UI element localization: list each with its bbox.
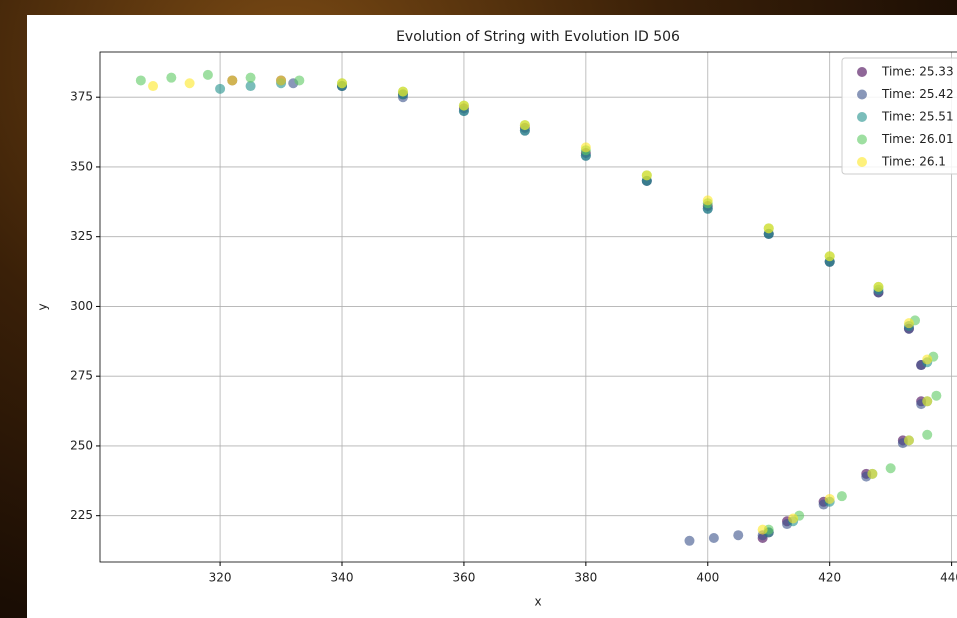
point — [519, 120, 530, 131]
y-tick-label: 225 — [70, 508, 93, 522]
x-tick-label: 360 — [452, 571, 475, 585]
y-tick-label: 250 — [70, 438, 93, 452]
point — [148, 81, 159, 92]
point — [931, 390, 942, 401]
legend-box — [841, 57, 957, 175]
point — [873, 281, 884, 292]
x-axis-label: x — [534, 595, 541, 609]
legend-marker — [857, 67, 867, 77]
legend-marker — [857, 157, 867, 167]
point — [708, 533, 719, 544]
plot-frame — [99, 51, 957, 563]
point — [166, 72, 177, 83]
y-axis-label: y — [36, 303, 50, 310]
point — [580, 142, 591, 153]
point — [458, 100, 469, 111]
figure: Evolution of String with Evolution ID 50… — [27, 15, 957, 618]
x-tick-label: 340 — [331, 571, 354, 585]
point — [763, 223, 774, 234]
y-tick-label: 325 — [70, 229, 93, 243]
point — [922, 396, 933, 407]
legend-label: Time: 25.51 — [881, 110, 954, 124]
legend-label: Time: 26.1 — [881, 155, 946, 169]
legend-label: Time: 26.01 — [881, 132, 954, 146]
point — [337, 78, 348, 89]
point — [867, 468, 878, 479]
point — [294, 75, 305, 86]
point — [641, 170, 652, 181]
point — [397, 86, 408, 97]
point — [788, 513, 799, 524]
y-tick-label: 300 — [70, 299, 93, 313]
x-tick-label: 440 — [940, 571, 957, 585]
y-tick-label: 350 — [70, 159, 93, 173]
point — [135, 75, 146, 86]
point — [184, 78, 195, 89]
x-tick-label: 400 — [696, 571, 719, 585]
point — [702, 195, 713, 206]
point — [922, 429, 933, 440]
point — [245, 72, 256, 83]
point — [684, 535, 695, 546]
point — [276, 75, 287, 86]
legend-marker — [857, 89, 867, 100]
x-tick-label: 420 — [818, 571, 841, 585]
point — [824, 251, 835, 262]
point — [757, 524, 768, 535]
legend-label: Time: 25.42 — [881, 87, 954, 101]
point — [922, 354, 933, 365]
chart-title: Evolution of String with Evolution ID 50… — [396, 29, 680, 45]
point — [733, 530, 744, 541]
point — [903, 435, 914, 446]
y-tick-label: 275 — [70, 369, 93, 383]
y-tick-label: 375 — [70, 90, 93, 104]
legend-label: Time: 25.33 — [881, 65, 954, 79]
point — [903, 318, 914, 329]
x-tick-label: 380 — [574, 571, 597, 585]
point — [227, 75, 238, 86]
legend-marker — [857, 112, 867, 122]
point — [824, 493, 835, 504]
point — [202, 69, 213, 80]
point — [836, 491, 847, 502]
x-tick-label: 320 — [209, 571, 232, 585]
point — [245, 81, 256, 92]
point — [215, 83, 226, 94]
point — [885, 463, 896, 474]
legend-marker — [857, 134, 867, 145]
chart: Evolution of String with Evolution ID 50… — [36, 29, 957, 609]
